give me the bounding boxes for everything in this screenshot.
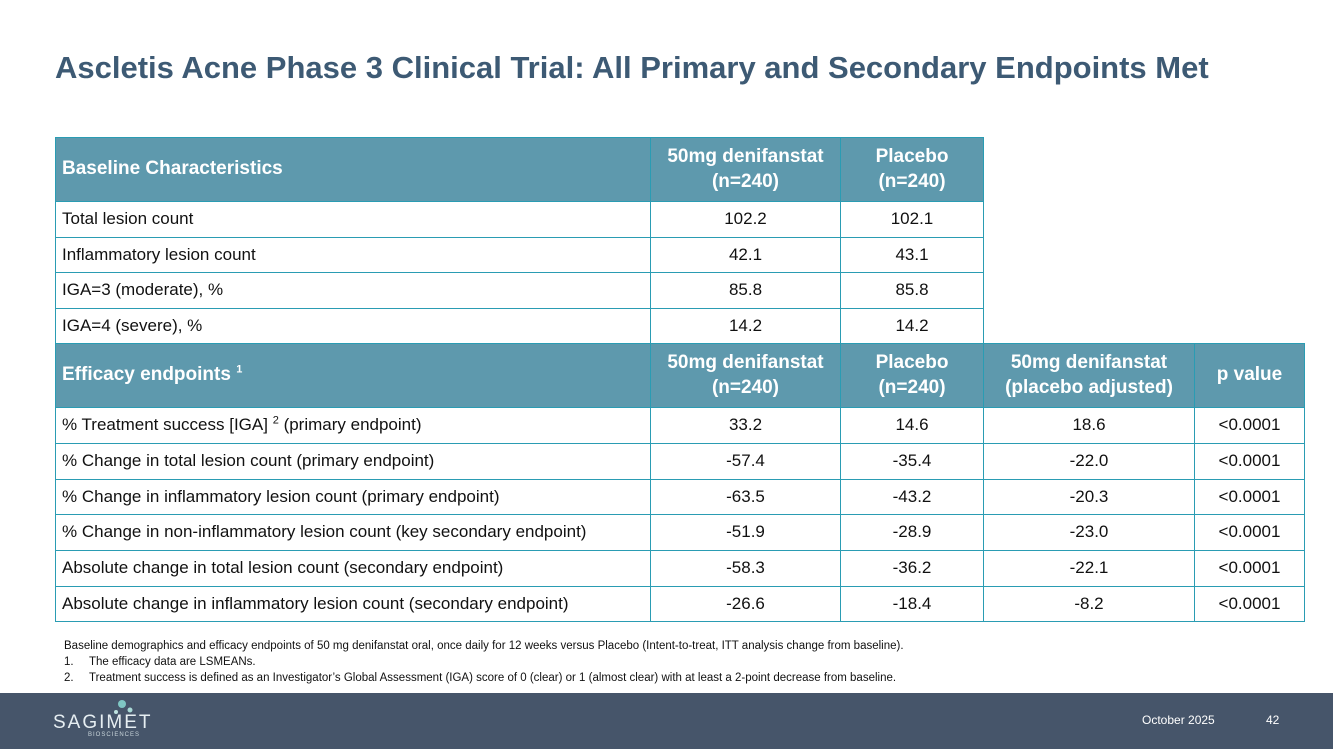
table-cell: -58.3 xyxy=(650,550,841,587)
footnote-text: Treatment success is defined as an Inves… xyxy=(89,672,897,684)
table-cell: Inflammatory lesion count xyxy=(55,237,651,273)
table-cell: <0.0001 xyxy=(1194,479,1305,515)
footer: SAGIMET BIOSCIENCES October 2025 42 xyxy=(0,693,1333,749)
table-cell: 102.2 xyxy=(650,201,841,238)
table-cell: 14.2 xyxy=(650,308,841,344)
header-cell: 50mg denifanstat (n=240) xyxy=(650,343,841,408)
superscript: 1 xyxy=(236,363,243,376)
logo: SAGIMET xyxy=(53,712,153,733)
table-cell: <0.0001 xyxy=(1194,443,1305,480)
table-cell: <0.0001 xyxy=(1194,514,1305,551)
table-cell: % Change in inflammatory lesion count (p… xyxy=(55,479,651,515)
table-cell: -57.4 xyxy=(650,443,841,480)
header-cell: Baseline Characteristics xyxy=(55,137,651,202)
table-cell: 14.2 xyxy=(840,308,984,344)
table-cell: <0.0001 xyxy=(1194,550,1305,587)
footnote: 1. The efficacy data are LSMEANs. xyxy=(64,654,904,670)
table-cell: -18.4 xyxy=(840,586,984,622)
header-cell: p value xyxy=(1194,343,1305,408)
table-cell: 33.2 xyxy=(650,407,841,444)
table-cell: -23.0 xyxy=(983,514,1195,551)
footnotes: Baseline demographics and efficacy endpo… xyxy=(64,638,904,686)
table-cell: -26.6 xyxy=(650,586,841,622)
text: Efficacy endpoints xyxy=(62,364,231,386)
footnote-text: The efficacy data are LSMEANs. xyxy=(89,656,256,668)
table-cell: -28.9 xyxy=(840,514,984,551)
table-cell: 42.1 xyxy=(650,237,841,273)
table-cell: Absolute change in total lesion count (s… xyxy=(55,550,651,587)
text: (primary endpoint) xyxy=(283,415,422,435)
table-cell: 18.6 xyxy=(983,407,1195,444)
table-cell: -22.1 xyxy=(983,550,1195,587)
header-cell: Placebo (n=240) xyxy=(840,343,984,408)
table-cell: <0.0001 xyxy=(1194,586,1305,622)
table-cell: -22.0 xyxy=(983,443,1195,480)
table-cell: % Change in non-inflammatory lesion coun… xyxy=(55,514,651,551)
footnote-intro: Baseline demographics and efficacy endpo… xyxy=(64,640,904,652)
table-cell: IGA=3 (moderate), % xyxy=(55,272,651,309)
page-number: 42 xyxy=(1266,713,1280,727)
table-cell: 85.8 xyxy=(840,272,984,309)
table-cell: % Treatment success [IGA] 2 (primary end… xyxy=(55,407,651,444)
header-cell: Efficacy endpoints 1 xyxy=(55,343,651,408)
title: Ascletis Acne Phase 3 Clinical Trial: Al… xyxy=(55,50,1209,85)
header-cell: 50mg denifanstat (placebo adjusted) xyxy=(983,343,1195,408)
table-cell: -51.9 xyxy=(650,514,841,551)
logo-subtitle: BIOSCIENCES xyxy=(88,732,141,738)
table-cell: -43.2 xyxy=(840,479,984,515)
table-cell: 102.1 xyxy=(840,201,984,238)
table-cell: Absolute change in inflammatory lesion c… xyxy=(55,586,651,622)
footnote-number: 1. xyxy=(64,656,74,668)
table-cell: -35.4 xyxy=(840,443,984,480)
text: % Treatment success [IGA] xyxy=(62,415,268,435)
table-cell: % Change in total lesion count (primary … xyxy=(55,443,651,480)
table-cell: -36.2 xyxy=(840,550,984,587)
header-cell: 50mg denifanstat (n=240) xyxy=(650,137,841,202)
date: October 2025 xyxy=(1142,713,1215,727)
table-cell: -63.5 xyxy=(650,479,841,515)
table-cell: IGA=4 (severe), % xyxy=(55,308,651,344)
logo-dots xyxy=(114,700,133,714)
table-cell: <0.0001 xyxy=(1194,407,1305,444)
header-cell: Placebo (n=240) xyxy=(840,137,984,202)
table-cell: 14.6 xyxy=(840,407,984,444)
cell-text: Efficacy endpoints 1 xyxy=(62,363,242,388)
superscript: 2 xyxy=(272,414,279,427)
table-cell: 43.1 xyxy=(840,237,984,273)
footnote: 2. Treatment success is defined as an Inv… xyxy=(64,670,904,686)
table-cell: Total lesion count xyxy=(55,201,651,238)
cell-text: % Treatment success [IGA] 2 (primary end… xyxy=(62,414,422,436)
table-cell: -8.2 xyxy=(983,586,1195,622)
footnote-number: 2. xyxy=(64,672,74,684)
table-cell: -20.3 xyxy=(983,479,1195,515)
table-cell: 85.8 xyxy=(650,272,841,309)
